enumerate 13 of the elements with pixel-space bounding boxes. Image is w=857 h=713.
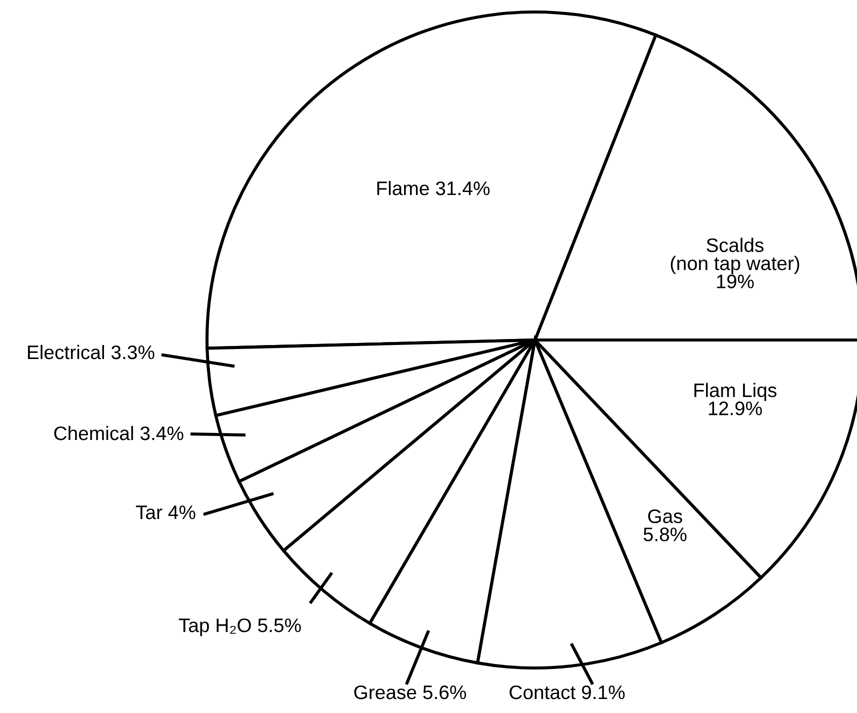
data-label: 12.9% (708, 402, 762, 416)
slice-label: Tap H₂O 5.5% (178, 618, 301, 636)
slice-label: Contact 9.1% (510, 685, 625, 700)
slice-label: Electrical 3.3% (28, 344, 154, 360)
data-label: 5.8% (644, 528, 686, 542)
slice-label: Gas (648, 509, 682, 524)
slice-label: Scalds (non tap water) (670, 238, 800, 274)
slice-label: Chemical 3.4% (54, 426, 184, 440)
data-label: 19% (717, 274, 754, 288)
slice-label: Flame 31.4% (377, 180, 490, 196)
slice-label: Grease 5.6% (354, 685, 466, 700)
slice-label: Flam Liqs (694, 382, 776, 401)
slice-label: Tar 4% (136, 506, 196, 520)
